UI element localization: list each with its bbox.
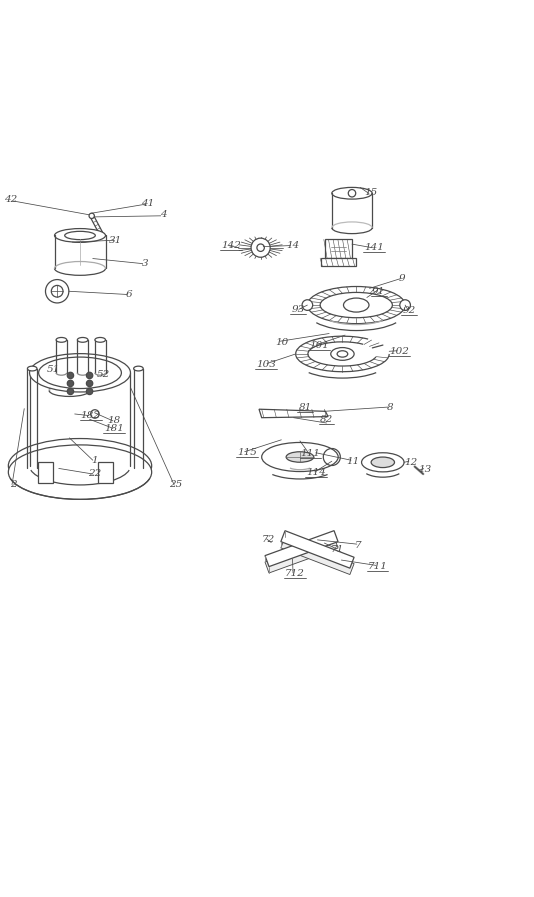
- Ellipse shape: [332, 187, 372, 199]
- Circle shape: [89, 213, 95, 219]
- Text: 11: 11: [347, 457, 360, 466]
- Text: 111: 111: [301, 449, 320, 458]
- Ellipse shape: [9, 445, 152, 500]
- Text: 8: 8: [387, 403, 394, 412]
- Text: 72: 72: [262, 536, 274, 544]
- Text: 101: 101: [309, 341, 329, 350]
- Ellipse shape: [27, 366, 37, 371]
- Text: 22: 22: [88, 469, 101, 478]
- Text: 115: 115: [237, 448, 257, 457]
- Text: 9: 9: [399, 274, 406, 283]
- Circle shape: [87, 372, 93, 379]
- Text: 114: 114: [306, 468, 326, 477]
- Text: 18: 18: [107, 416, 121, 425]
- Circle shape: [67, 388, 74, 395]
- Polygon shape: [281, 531, 354, 568]
- Text: 81: 81: [299, 403, 312, 412]
- Ellipse shape: [9, 439, 152, 493]
- Ellipse shape: [65, 231, 95, 239]
- Text: 51: 51: [47, 365, 60, 374]
- Ellipse shape: [362, 453, 404, 472]
- Text: 142: 142: [221, 241, 241, 250]
- Ellipse shape: [29, 353, 130, 392]
- Text: 182: 182: [81, 411, 100, 420]
- Ellipse shape: [320, 292, 392, 318]
- Ellipse shape: [54, 229, 106, 242]
- Ellipse shape: [77, 337, 88, 343]
- Text: 25: 25: [169, 480, 182, 489]
- Circle shape: [87, 380, 93, 387]
- Circle shape: [60, 360, 70, 369]
- Text: 712: 712: [285, 570, 304, 579]
- Circle shape: [45, 280, 69, 303]
- Circle shape: [400, 300, 411, 310]
- Ellipse shape: [337, 351, 348, 357]
- Text: 71: 71: [331, 545, 344, 554]
- Circle shape: [91, 410, 99, 418]
- Text: 103: 103: [256, 360, 276, 369]
- Circle shape: [67, 380, 74, 387]
- Text: 181: 181: [104, 423, 124, 433]
- Circle shape: [63, 361, 67, 366]
- Text: 91: 91: [372, 287, 385, 296]
- Text: 92: 92: [403, 306, 416, 315]
- Text: 6: 6: [125, 290, 132, 299]
- Text: 7: 7: [355, 541, 362, 550]
- Text: 15: 15: [364, 188, 377, 197]
- Polygon shape: [259, 409, 328, 418]
- Text: 2: 2: [10, 480, 17, 489]
- Text: 711: 711: [367, 562, 388, 570]
- Text: 82: 82: [320, 415, 333, 424]
- Ellipse shape: [331, 347, 354, 361]
- Text: 141: 141: [364, 243, 384, 252]
- Text: 14: 14: [286, 241, 299, 250]
- Bar: [321, 258, 356, 266]
- Text: 93: 93: [291, 305, 304, 314]
- Ellipse shape: [308, 286, 405, 324]
- Ellipse shape: [49, 358, 90, 370]
- Bar: [38, 462, 53, 483]
- Bar: [98, 462, 113, 483]
- Text: 52: 52: [97, 370, 110, 379]
- Circle shape: [302, 300, 313, 310]
- Text: 13: 13: [419, 466, 432, 475]
- Ellipse shape: [38, 357, 121, 388]
- Text: 4: 4: [160, 210, 167, 219]
- Text: 102: 102: [389, 347, 409, 356]
- Ellipse shape: [95, 337, 106, 343]
- Polygon shape: [265, 537, 338, 573]
- Circle shape: [87, 388, 93, 395]
- Text: 10: 10: [275, 338, 288, 347]
- Circle shape: [257, 244, 264, 251]
- Ellipse shape: [44, 359, 116, 387]
- Text: 12: 12: [404, 457, 417, 466]
- Ellipse shape: [371, 457, 395, 467]
- Circle shape: [251, 238, 270, 257]
- Polygon shape: [265, 531, 338, 567]
- Ellipse shape: [56, 337, 67, 343]
- Polygon shape: [281, 537, 354, 575]
- Text: 1: 1: [91, 456, 98, 465]
- Ellipse shape: [262, 442, 338, 472]
- Ellipse shape: [343, 298, 369, 312]
- Bar: [325, 239, 352, 258]
- Ellipse shape: [134, 366, 143, 371]
- Circle shape: [348, 189, 356, 197]
- Text: 3: 3: [142, 259, 148, 268]
- Text: 31: 31: [109, 236, 122, 245]
- Ellipse shape: [286, 452, 314, 462]
- Circle shape: [67, 372, 74, 379]
- Circle shape: [51, 285, 63, 297]
- Text: 41: 41: [141, 198, 154, 207]
- Text: 42: 42: [4, 196, 18, 205]
